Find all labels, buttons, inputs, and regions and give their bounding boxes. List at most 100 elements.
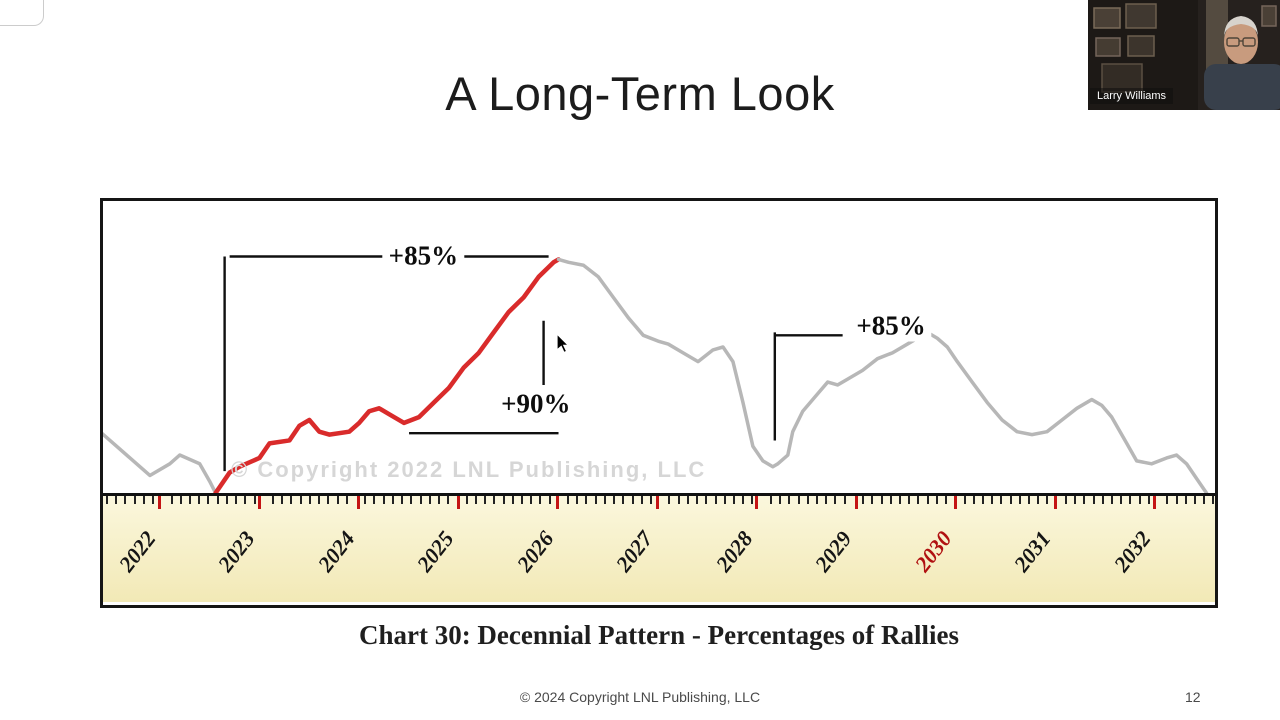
axis-tick-minor <box>797 496 800 504</box>
page-number: 12 <box>1185 689 1201 705</box>
axis-tick-minor <box>908 496 911 504</box>
picture-frame-icon <box>1101 63 1143 93</box>
axis-tick-year <box>655 496 659 509</box>
axis-tick-minor <box>327 496 330 504</box>
axis-tick-minor <box>198 496 201 504</box>
axis-tick-minor <box>880 496 883 504</box>
axis-tick-minor <box>115 496 118 504</box>
year-label-2023: 2023 <box>212 526 260 577</box>
doorway-light <box>1206 0 1228 80</box>
axis-tick-minor <box>410 496 413 504</box>
participant-name-label: Larry Williams <box>1090 88 1174 104</box>
slide-title: A Long-Term Look <box>445 67 835 120</box>
webcam-tile[interactable]: Larry Williams <box>1088 0 1280 110</box>
axis-tick-minor <box>898 496 901 504</box>
axis-tick-minor <box>733 496 735 504</box>
axis-tick-year <box>158 496 162 509</box>
axis-tick-minor <box>530 496 533 504</box>
axis-tick-minor <box>364 496 367 504</box>
axis-tick-minor <box>769 496 772 504</box>
year-label-2027: 2027 <box>610 526 658 577</box>
axis-tick-minor <box>1138 496 1141 504</box>
chart-plot-area: © Copyright 2022 LNL Publishing, LLC +85… <box>103 201 1215 493</box>
footer-copyright: © 2024 Copyright LNL Publishing, LLC <box>519 689 761 705</box>
axis-tick-minor <box>1064 496 1067 504</box>
axis-tick-minor <box>244 496 247 504</box>
axis-tick-minor <box>1203 496 1206 504</box>
axis-tick-minor <box>696 496 699 504</box>
axis-tick-minor <box>640 496 643 504</box>
axis-tick-minor <box>253 496 256 504</box>
axis-tick-year <box>556 496 560 509</box>
axis-tick-minor <box>216 496 219 504</box>
axis-tick-minor <box>815 496 818 504</box>
year-label-2032: 2032 <box>1108 526 1156 577</box>
axis-tick-minor <box>631 496 634 504</box>
axis-tick-minor <box>889 496 892 504</box>
axis-tick-minor <box>548 496 551 504</box>
axis-tick-minor <box>1092 496 1095 504</box>
axis-tick-minor <box>576 496 579 504</box>
axis-tick-minor <box>272 496 274 504</box>
pattern-before-rally <box>103 431 218 493</box>
axis-tick-minor <box>677 496 680 504</box>
year-label-2031: 2031 <box>1008 526 1056 577</box>
axis-tick-minor <box>373 496 376 504</box>
axis-tick-minor <box>1111 496 1113 504</box>
axis-tick-minor <box>428 496 431 504</box>
year-label-2024: 2024 <box>312 526 360 577</box>
year-label-2022: 2022 <box>113 526 161 577</box>
axis-tick-minor <box>419 496 422 504</box>
axis-tick-minor <box>972 496 975 504</box>
axis-tick-minor <box>437 496 440 504</box>
axis-tick-year <box>1053 496 1057 509</box>
picture-frame-icon <box>1125 3 1157 29</box>
axis-tick-minor <box>686 496 689 504</box>
axis-tick-minor <box>345 496 348 504</box>
mouse-cursor <box>556 333 570 354</box>
axis-tick-minor <box>594 496 597 504</box>
chart-watermark: © Copyright 2022 LNL Publishing, LLC <box>231 457 707 482</box>
axis-tick-minor <box>1000 496 1003 504</box>
top-left-corner-tab[interactable] <box>0 0 44 26</box>
axis-tick-minor <box>1212 496 1215 504</box>
axis-tick-minor <box>585 496 588 504</box>
axis-tick-minor <box>567 496 569 504</box>
picture-frame-icon <box>1127 35 1155 57</box>
axis-tick-minor <box>401 496 403 504</box>
axis-tick-minor <box>1101 496 1104 504</box>
year-label-2025: 2025 <box>411 526 459 577</box>
year-label-2026: 2026 <box>511 526 559 577</box>
axis-tick-minor <box>106 496 108 504</box>
axis-tick-minor <box>1074 496 1077 504</box>
picture-frame-icon <box>1261 5 1277 27</box>
year-label-2029: 2029 <box>809 526 857 577</box>
glasses-icon <box>1242 37 1256 47</box>
axis-tick-minor <box>742 496 745 504</box>
axis-tick-minor <box>668 496 671 504</box>
x-axis-band: 2022 2023 2024 2025 2026 2027 2028 2029 2030 2031… <box>103 493 1215 602</box>
axis-tick-minor <box>133 496 136 504</box>
axis-tick-minor <box>834 496 837 504</box>
rally-2022-2026-red <box>213 257 561 493</box>
axis-tick-minor <box>391 496 394 504</box>
year-label-2028: 2028 <box>710 526 758 577</box>
axis-tick-minor <box>843 496 846 504</box>
axis-tick-minor <box>825 496 828 504</box>
axis-tick-minor <box>539 496 542 504</box>
axis-tick-minor <box>1046 496 1049 504</box>
axis-tick-minor <box>1083 496 1086 504</box>
axis-tick-minor <box>1184 496 1187 504</box>
axis-tick-minor <box>723 496 726 504</box>
axis-tick-minor <box>926 496 929 504</box>
axis-tick-minor <box>1166 496 1169 504</box>
axis-tick-minor <box>917 496 920 504</box>
axis-tick-minor <box>1037 496 1040 504</box>
axis-tick-minor <box>474 496 477 504</box>
chart-caption: Chart 30: Decennial Pattern - Percentage… <box>358 620 960 650</box>
year-label-2030: 2030 <box>909 526 957 577</box>
axis-tick-minor <box>1018 496 1021 504</box>
axis-tick-minor <box>1129 496 1132 504</box>
axis-tick-minor <box>1028 496 1030 504</box>
